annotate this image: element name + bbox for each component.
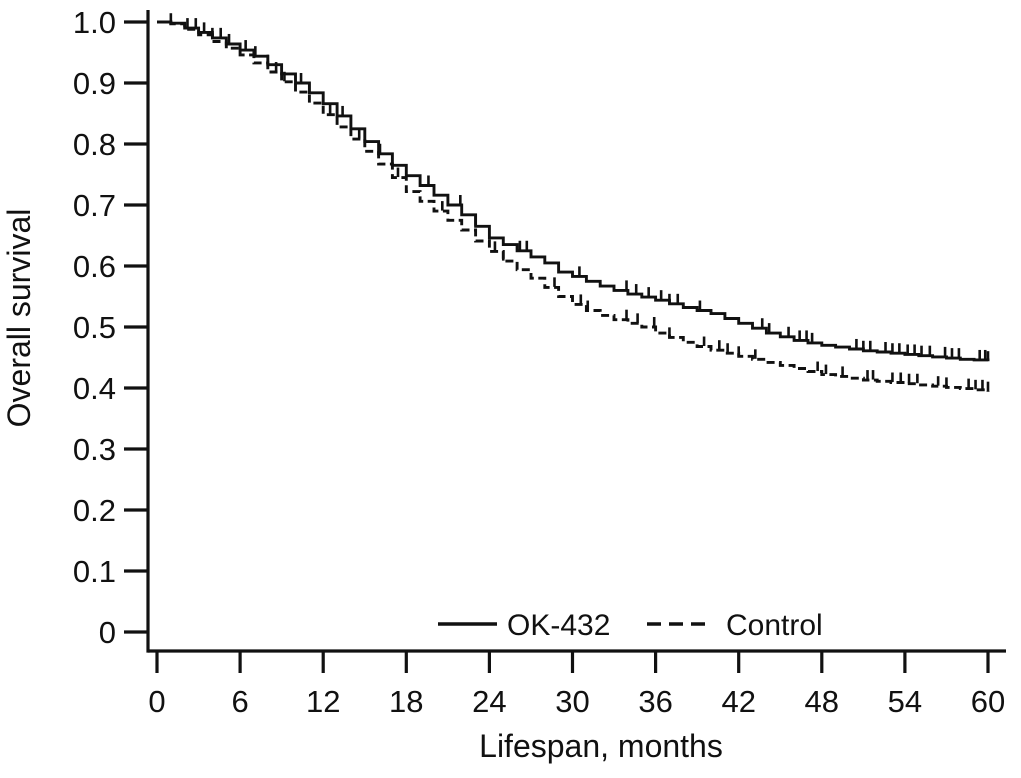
x-axis: 0 6 12 18 24 30 36 42 48 54 60 [148,649,1006,719]
x-tick-label: 30 [555,684,589,719]
y-tick-label: 0.3 [73,432,116,467]
ok432-survival-curve [157,20,990,362]
y-tick-label: 0.7 [73,188,116,223]
survival-curves [157,20,990,392]
y-axis-title: Overall survival [1,209,37,428]
y-tick-label: 0.1 [73,554,116,589]
x-tick-label: 60 [971,684,1005,719]
y-tick-label: 0.8 [73,127,116,162]
x-tick-label: 42 [721,684,755,719]
y-tick-label: 0.2 [73,493,116,528]
x-tick-label: 54 [888,684,922,719]
censor-marks [169,13,990,392]
x-tick-label: 18 [389,684,423,719]
x-tick-label: 0 [148,684,165,719]
y-tick-label: 0.6 [73,249,116,284]
control-survival-curve [157,20,990,392]
y-axis: 1.0 0.9 0.8 0.7 0.6 0.5 0.4 0.3 0.2 0.1 0 [73,5,150,653]
y-tick-label: 0.5 [73,310,116,345]
y-tick-label: 1.0 [73,5,116,40]
x-tick-label: 36 [638,684,672,719]
y-tick-label: 0 [99,615,116,650]
x-tick-label: 12 [306,684,340,719]
x-tick-label: 48 [805,684,839,719]
x-tick-label: 24 [472,684,506,719]
legend-ok432-label: OK-432 [507,609,610,642]
legend: OK-432 Control [438,609,823,642]
y-tick-label: 0.9 [73,66,116,101]
x-tick-label: 6 [231,684,248,719]
x-axis-title: Lifespan, months [479,728,723,764]
y-tick-label: 0.4 [73,371,116,406]
legend-control-label: Control [726,609,823,642]
